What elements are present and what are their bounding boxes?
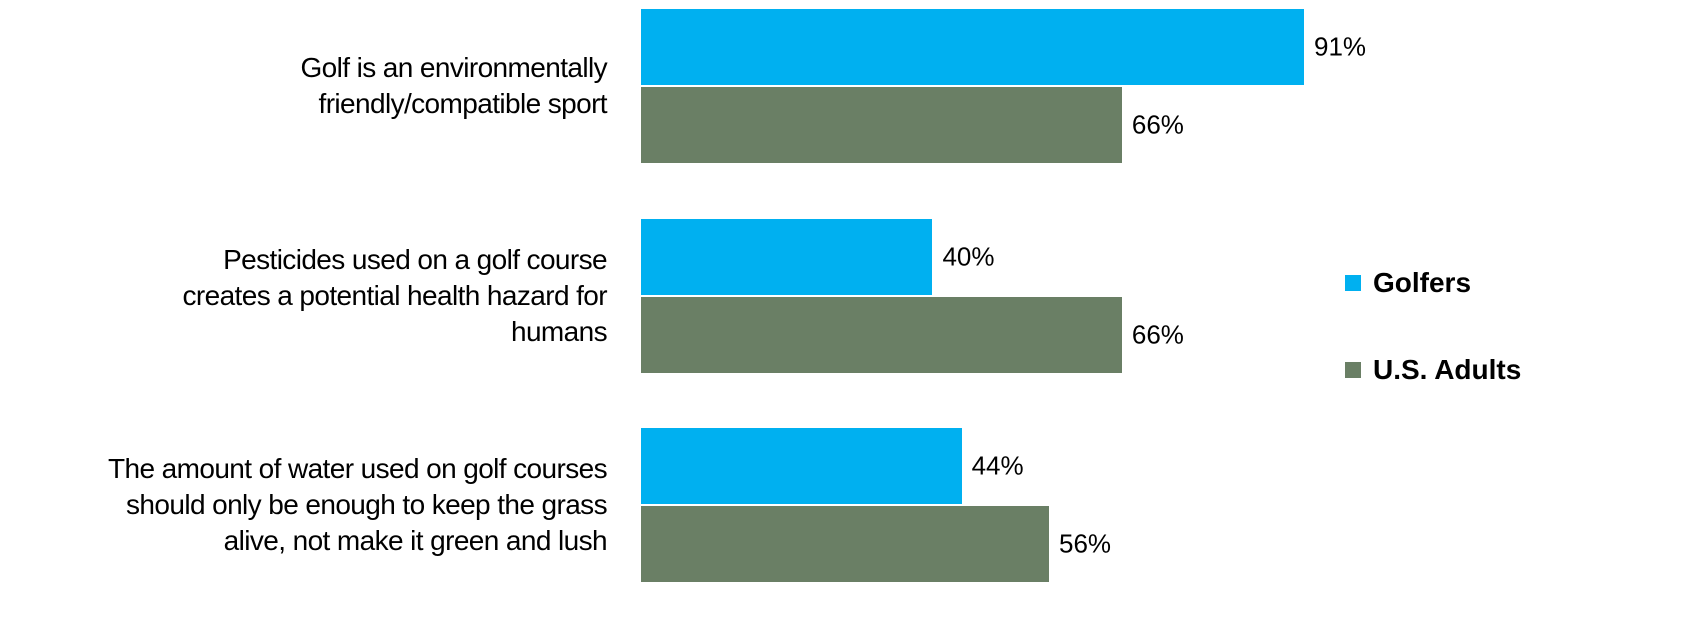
value-label: 44%: [971, 450, 1024, 481]
legend-swatch: [1345, 275, 1361, 291]
category-label: The amount of water used on golf courses…: [108, 453, 608, 556]
category-label: Golf is an environmentally friendly/comp…: [300, 52, 607, 119]
bar: [641, 506, 1050, 582]
value-label: 66%: [1131, 319, 1184, 349]
legend-swatch: [1345, 362, 1361, 378]
bar: [641, 218, 933, 295]
legend-label: Golfers: [1373, 267, 1472, 298]
legend-label: U.S. Adults: [1373, 354, 1522, 385]
value-label: 91%: [1314, 31, 1367, 62]
bar: [641, 296, 1122, 373]
bar: [641, 87, 1122, 163]
bar: [641, 9, 1305, 85]
value-label: 56%: [1059, 528, 1112, 559]
value-label: 40%: [942, 241, 995, 271]
category-label: Pesticides used on a golf course creates…: [182, 243, 607, 347]
bar: [641, 428, 962, 504]
value-label: 66%: [1131, 109, 1184, 140]
